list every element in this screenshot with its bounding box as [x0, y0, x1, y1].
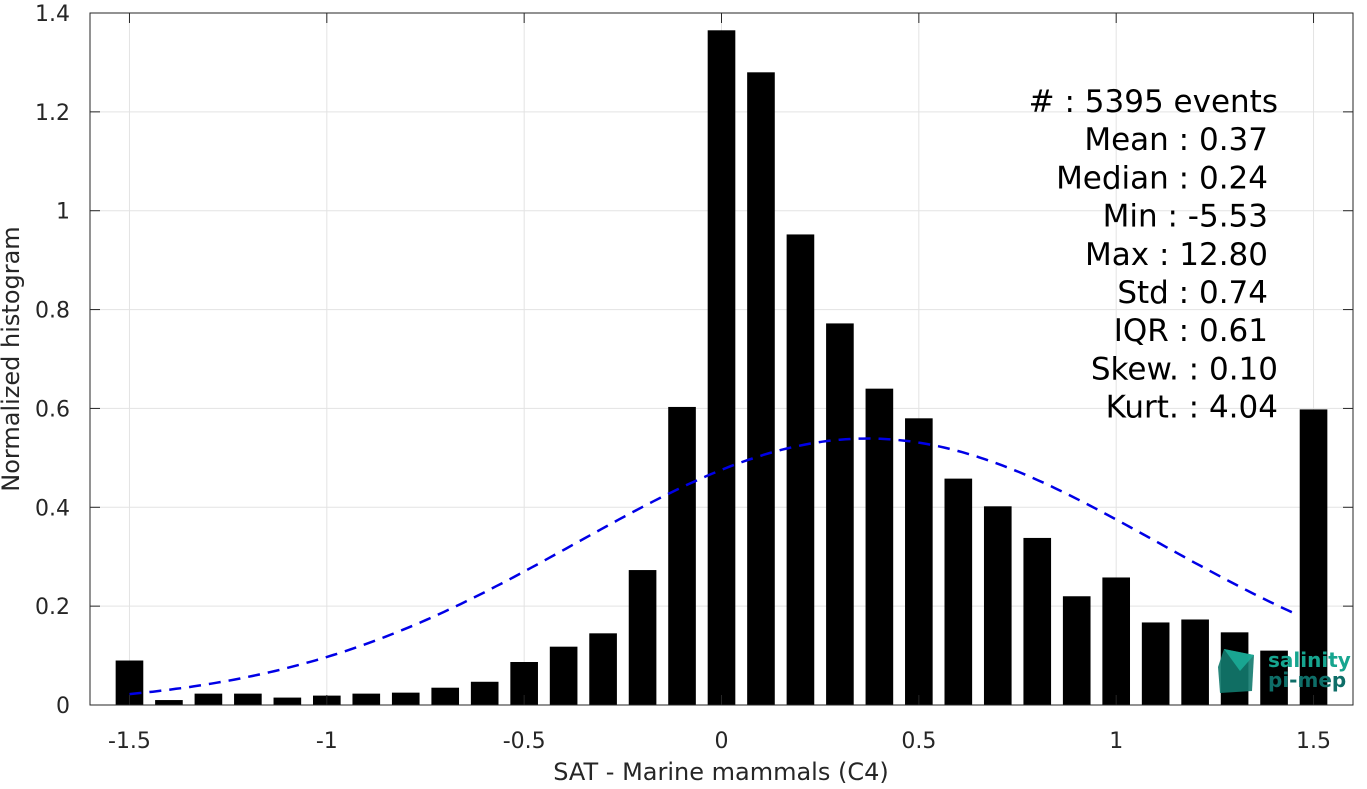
axes [89, 12, 1354, 706]
y-tick-label-6: 1.2 [35, 101, 70, 126]
bar-4 [273, 697, 302, 705]
x-axis-label: SAT - Marine mammals (C4) [553, 758, 888, 785]
bar-23 [1023, 537, 1052, 705]
x-tick-label-0: -1.5 [108, 729, 151, 754]
bar-11 [549, 646, 578, 705]
y-tick-label-2: 0.4 [35, 496, 70, 521]
stat-line-5: Std : 0.74 [1117, 275, 1268, 311]
histogram-bars [115, 30, 1328, 706]
y-tick-label-3: 0.6 [35, 397, 70, 422]
x-tick-label-4: 0.5 [901, 729, 936, 754]
bar-9 [470, 681, 499, 705]
stat-line-0: # : 5395 events [1029, 84, 1278, 120]
bar-1 [155, 700, 183, 705]
y-tick-label-5: 1 [56, 200, 70, 225]
bar-15 [707, 30, 736, 706]
bar-13 [628, 570, 657, 705]
bar-14 [668, 406, 696, 705]
x-tick-label-2: -0.5 [503, 729, 546, 754]
bar-22 [983, 506, 1012, 705]
bar-25 [1102, 577, 1131, 705]
bar-2 [194, 693, 223, 705]
y-tick-label-4: 0.8 [35, 299, 70, 324]
watermark-logo-facet [1224, 649, 1254, 671]
y-tick-label-1: 0.2 [35, 595, 70, 620]
bar-20 [905, 418, 933, 705]
bar-17 [786, 234, 815, 705]
bar-30 [1299, 409, 1328, 705]
x-tick-label-1: -1 [316, 729, 338, 754]
stat-line-4: Max : 12.80 [1085, 237, 1268, 273]
stat-line-7: Skew. : 0.10 [1091, 351, 1278, 387]
watermark-text-pi-mep: pi-mep [1268, 668, 1346, 692]
bar-3 [234, 693, 262, 705]
stat-line-6: IQR : 0.61 [1114, 313, 1268, 349]
watermark-text-salinity: salinity [1268, 648, 1351, 672]
y-tick-labels: 0 0.2 0.4 0.6 0.8 1 1.2 1.4 [35, 2, 70, 719]
bar-6 [352, 693, 381, 705]
bar-18 [826, 323, 854, 705]
stat-line-8: Kurt. : 4.04 [1106, 390, 1278, 426]
bar-12 [589, 633, 617, 705]
salinity-pi-mep-watermark: salinity pi-mep [1218, 648, 1351, 693]
bar-24 [1062, 596, 1091, 705]
bar-21 [944, 478, 973, 705]
y-axis-label: Normalized histogram [0, 226, 25, 491]
bar-8 [431, 687, 460, 705]
bar-7 [391, 692, 420, 705]
bar-19 [865, 388, 894, 705]
x-tick-labels: -1.5 -1 -0.5 0 0.5 1 1.5 [108, 729, 1331, 754]
y-tick-label-7: 1.4 [35, 2, 70, 27]
stat-line-3: Min : -5.53 [1103, 199, 1268, 235]
bar-29 [1260, 650, 1288, 705]
stat-line-2: Median : 0.24 [1056, 160, 1268, 196]
y-tick-label-0: 0 [56, 694, 70, 719]
gaussian-fit-curve [129, 437, 1295, 696]
bar-27 [1181, 619, 1209, 705]
bar-26 [1141, 622, 1170, 705]
x-tick-label-5: 1 [1109, 729, 1123, 754]
x-tick-label-6: 1.5 [1296, 729, 1331, 754]
x-tick-label-3: 0 [715, 729, 729, 754]
bar-16 [747, 72, 775, 706]
stat-line-1: Mean : 0.37 [1084, 122, 1268, 158]
